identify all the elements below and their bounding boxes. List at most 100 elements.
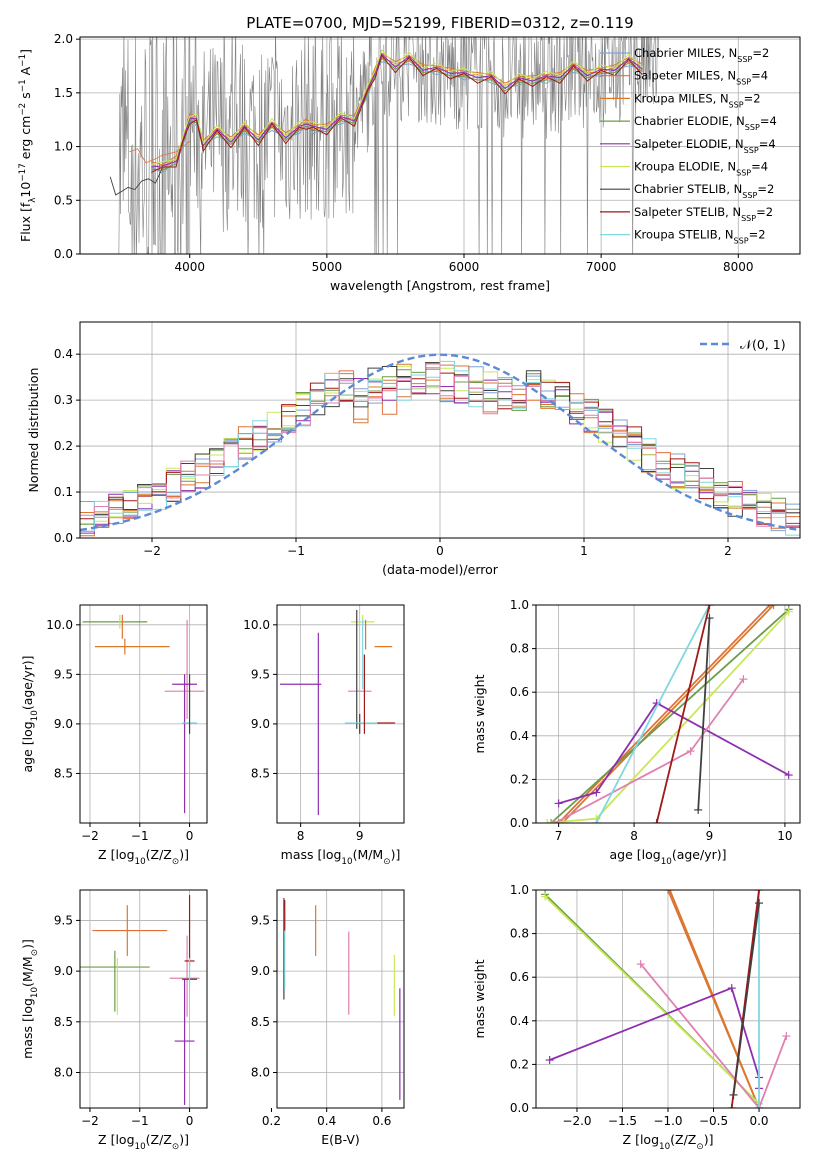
plot-area — [80, 890, 207, 1108]
y-tick-label: 9.0 — [251, 717, 270, 731]
weight-line — [697, 618, 711, 810]
weight-line — [561, 605, 775, 823]
x-tick-label: 0 — [436, 544, 444, 558]
model-line-chabrier-elodie — [151, 57, 643, 171]
x-tick-label: −2 — [81, 829, 99, 843]
y-tick-label: 8.5 — [251, 766, 270, 780]
y-tick-label: 0.2 — [54, 439, 73, 453]
y-axis-label: mass [log10(M/M⊙)] — [20, 939, 40, 1059]
model-line-salpeter-elodie — [151, 53, 643, 168]
y-axis-label: age [log10(age/yr)] — [20, 655, 40, 772]
stelib-pink-curve — [129, 140, 190, 164]
y-tick-label: 8.5 — [54, 766, 73, 780]
spectrum-line — [118, 37, 659, 254]
legend-entry: Chabrier STELIB, NSSP=2 — [634, 182, 774, 200]
panel-2: −2 −1 0 8.5 9.0 9.5 10.0 Z [log10(Z/Z⊙)] age [lo… — [20, 604, 208, 867]
legend-entry: Kroupa MILES, NSSP=2 — [634, 91, 761, 109]
x-tick-label: 2 — [724, 544, 732, 558]
x-tick-label: −1 — [131, 829, 149, 843]
y-tick-label: 9.0 — [54, 717, 73, 731]
y-tick-label: 1.5 — [54, 86, 73, 100]
y-tick-label: 9.0 — [54, 964, 73, 978]
x-tick-label: 7000 — [586, 260, 617, 274]
histogram-series — [80, 362, 800, 527]
x-tick-label: 0.4 — [317, 1114, 336, 1128]
y-tick-label: 0.4 — [54, 347, 73, 361]
y-tick-label: 8.5 — [54, 1015, 73, 1029]
y-tick-label: 9.5 — [251, 667, 270, 681]
figure-title: PLATE=0700, MJD=52199, FIBERID=0312, z=0… — [246, 14, 633, 32]
y-tick-label: 0.2 — [510, 772, 529, 786]
gaussian-curve — [80, 353, 800, 532]
x-tick-label: −1.5 — [608, 1114, 637, 1128]
plot-area — [277, 605, 404, 823]
panel-5: −2 −1 0 8.0 8.5 9.0 9.5 Z [log10(Z/Z⊙)] mass [lo… — [20, 889, 208, 1152]
x-tick-label: 8 — [630, 829, 638, 843]
x-tick-label: 10 — [777, 829, 792, 843]
y-tick-label: 0.4 — [510, 729, 529, 743]
legend-entry: Salpeter MILES, NSSP=4 — [634, 69, 768, 87]
y-axis-label: Flux [fλ10−17 erg cm−2 s−1 A−1] — [18, 49, 38, 242]
x-tick-label: −2 — [81, 1114, 99, 1128]
y-tick-label: 9.5 — [251, 913, 270, 927]
model-line-salpeter-stelib — [151, 54, 643, 173]
x-tick-label: 7 — [555, 829, 563, 843]
x-axis-label: Z [log10(Z/Z⊙)] — [623, 1132, 714, 1152]
y-tick-label: 8.5 — [251, 1015, 270, 1029]
x-tick-label: −2 — [143, 544, 161, 558]
x-tick-label: 4000 — [174, 260, 205, 274]
weight-line — [732, 902, 760, 1096]
panel-4: 7 8 9 10 0.0 0.2 0.4 0.6 0.8 1.0 age [log10(age/yr… — [472, 598, 801, 867]
y-tick-label: 0.0 — [54, 247, 73, 261]
y-tick-label: 0.8 — [510, 642, 529, 656]
y-tick-label: 1.0 — [510, 883, 529, 897]
weight-line — [668, 890, 760, 1108]
y-tick-label: 8.0 — [251, 1066, 270, 1080]
x-axis-label: Z [log10(Z/Z⊙)] — [98, 847, 189, 867]
plot-area — [80, 37, 800, 254]
model-line-kroupa-miles — [151, 52, 643, 166]
y-tick-label: 0.2 — [510, 1057, 529, 1071]
panel-1: −2 −1 0 1 2 0.0 0.1 0.2 0.3 0.4 (data-model)/error… — [26, 321, 801, 577]
y-axis-label: mass weight — [472, 674, 487, 753]
x-tick-label: 9 — [706, 829, 714, 843]
stelib-blue-curve — [109, 167, 163, 196]
y-axis-label: mass weight — [472, 959, 487, 1038]
weight-line — [550, 608, 790, 823]
y-tick-label: 0.3 — [54, 393, 73, 407]
legend-entry: Salpeter STELIB, NSSP=2 — [634, 205, 773, 223]
weight-line — [595, 605, 711, 823]
x-tick-label: −0.5 — [699, 1114, 728, 1128]
y-axis-label: Normed distribution — [26, 368, 41, 493]
plot-area — [80, 605, 207, 823]
x-tick-label: 8 — [297, 829, 305, 843]
panel-3: 8 9 8.5 9.0 9.5 10.0 mass [log10(M/M⊙)] — [243, 604, 405, 867]
y-tick-label: 0.6 — [510, 685, 529, 699]
legend-entry: Kroupa STELIB, NSSP=2 — [634, 228, 766, 246]
legend-entry: Chabrier ELODIE, NSSP=4 — [634, 114, 777, 132]
plot-area — [277, 890, 404, 1108]
x-tick-label: 0 — [186, 829, 194, 843]
legend-entry: 𝒩(0, 1) — [740, 337, 786, 352]
x-tick-label: 9 — [356, 829, 364, 843]
y-tick-label: 10.0 — [243, 618, 270, 632]
x-axis-label: (data-model)/error — [382, 562, 499, 577]
x-axis-label: wavelength [Angstrom, rest frame] — [330, 278, 550, 293]
y-tick-label: 0.0 — [54, 531, 73, 545]
x-tick-label: −1 — [131, 1114, 149, 1128]
y-tick-label: 9.5 — [54, 667, 73, 681]
axes-frame — [276, 889, 405, 1109]
y-tick-label: 9.5 — [54, 913, 73, 927]
weight-line — [557, 605, 771, 823]
x-axis-label: E(B-V) — [321, 1132, 360, 1147]
x-tick-label: 1 — [580, 544, 588, 558]
x-axis-label: Z [log10(Z/Z⊙)] — [98, 1132, 189, 1152]
y-tick-label: 2.0 — [54, 32, 73, 46]
axes-frame — [79, 36, 801, 255]
axes-frame — [79, 889, 208, 1109]
legend-entry: Kroupa ELODIE, NSSP=4 — [634, 160, 768, 178]
y-tick-label: 0.5 — [54, 193, 73, 207]
y-tick-label: 0.6 — [510, 970, 529, 984]
legend-entry: Chabrier MILES, NSSP=2 — [634, 46, 769, 64]
x-tick-label: −1.0 — [653, 1114, 682, 1128]
